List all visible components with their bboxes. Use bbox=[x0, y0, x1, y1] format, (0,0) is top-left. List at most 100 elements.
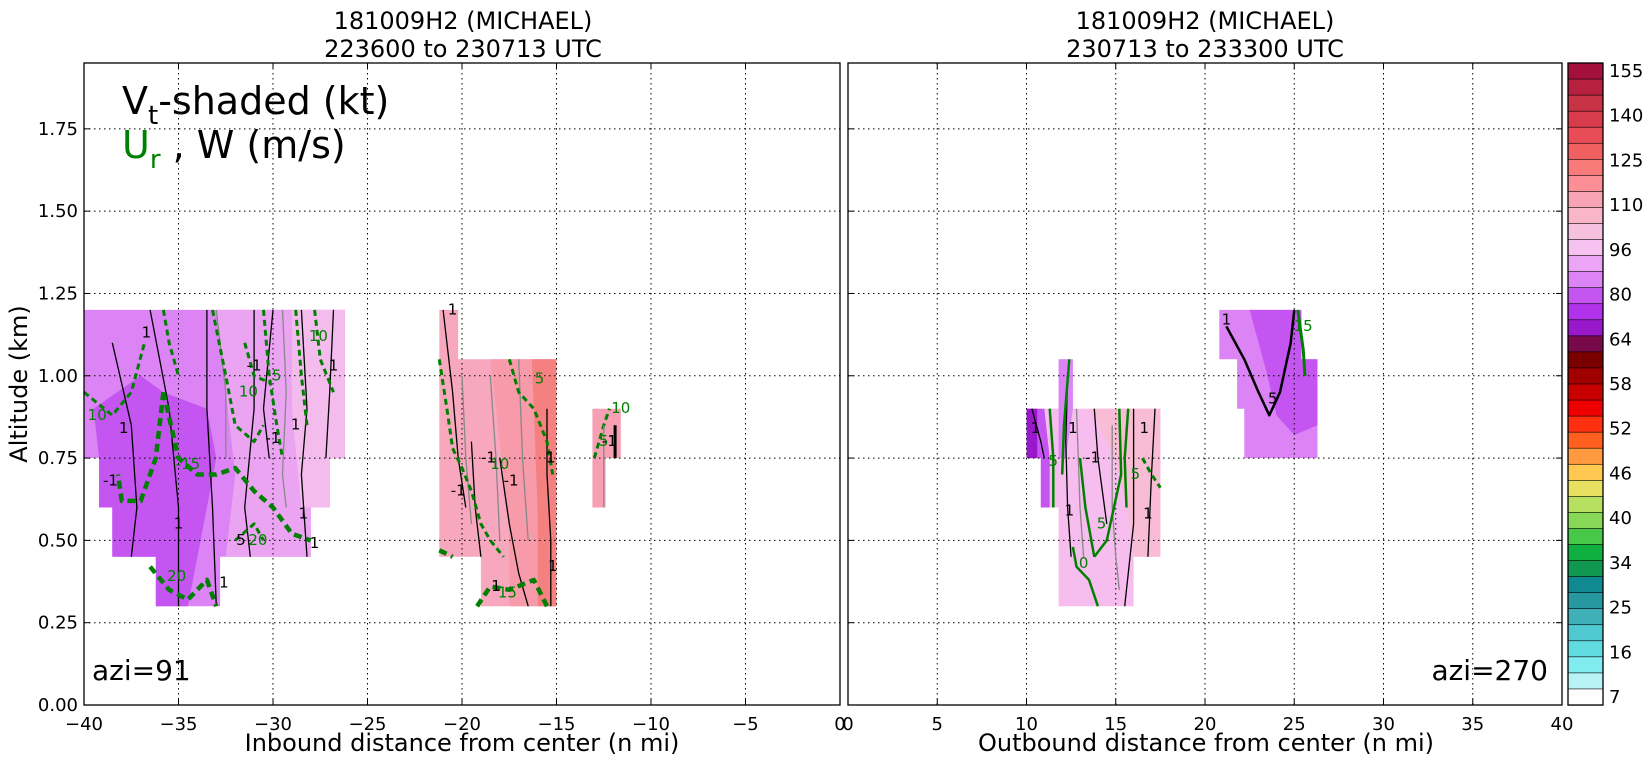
contour-line bbox=[149, 309, 180, 607]
contour-label: 5 bbox=[1268, 389, 1278, 407]
x-tick-label: −35 bbox=[160, 714, 198, 735]
legend-w-rest: , W (m/s) bbox=[161, 123, 346, 167]
x-tick-label: 0 bbox=[834, 714, 845, 735]
colorbar-swatch bbox=[1567, 560, 1604, 578]
contour-label: 1 bbox=[219, 574, 229, 592]
contour-label: 5 bbox=[599, 432, 609, 450]
colorbar-swatch bbox=[1567, 688, 1604, 706]
contour-line bbox=[294, 309, 309, 426]
colorbar-swatch bbox=[1567, 383, 1604, 401]
colorbar-swatch bbox=[1567, 592, 1604, 610]
contour-label: 15 bbox=[1294, 317, 1313, 335]
contour-label: -1 bbox=[602, 432, 617, 450]
colorbar-swatch bbox=[1567, 608, 1604, 626]
colorbar-swatch bbox=[1567, 447, 1604, 465]
contour-label: 10 bbox=[239, 383, 258, 401]
legend-vt: Vt-shaded (kt) bbox=[122, 79, 389, 131]
x-tick-label: −15 bbox=[538, 714, 576, 735]
contour-line bbox=[1225, 309, 1296, 417]
x-tick-label: −20 bbox=[443, 714, 481, 735]
contour-label: 5 bbox=[1097, 514, 1107, 532]
colorbar-swatch bbox=[1567, 399, 1604, 417]
x-tick-label: 25 bbox=[1283, 714, 1306, 735]
contour-label: 1 bbox=[1222, 310, 1232, 328]
y-tick-label: 0.50 bbox=[38, 530, 78, 551]
right-title-line2: 230713 to 233300 UTC bbox=[1066, 35, 1344, 63]
right-title-line1: 181009H2 (MICHAEL) bbox=[1076, 7, 1335, 35]
contour-line bbox=[115, 391, 166, 504]
colorbar-swatch bbox=[1567, 463, 1604, 481]
colorbar-swatch bbox=[1567, 576, 1604, 594]
colorbar-swatch bbox=[1567, 287, 1604, 305]
colorbar-swatch bbox=[1567, 431, 1604, 449]
colorbar-swatch bbox=[1567, 207, 1604, 225]
contour-label: 1 bbox=[491, 577, 501, 595]
colorbar-label: 140 bbox=[1609, 106, 1643, 127]
contour-label: 5 bbox=[1049, 452, 1059, 470]
y-tick-label: 1.75 bbox=[38, 119, 78, 140]
colorbar-swatch bbox=[1567, 223, 1604, 241]
legend-ur-w: Ur , W (m/s) bbox=[122, 123, 346, 175]
colorbar-swatch bbox=[1567, 624, 1604, 642]
contour-label: 10 bbox=[611, 399, 630, 417]
x-tick-label: 40 bbox=[1551, 714, 1574, 735]
colorbar-swatch bbox=[1567, 94, 1604, 112]
contour-label: 1 bbox=[448, 300, 458, 318]
colorbar-label: 34 bbox=[1609, 553, 1632, 574]
colorbar-swatch bbox=[1567, 656, 1604, 674]
colorbar-label: 25 bbox=[1609, 598, 1632, 619]
y-axis-label: Altitude (km) bbox=[5, 305, 33, 462]
colorbar-swatch bbox=[1567, 496, 1604, 514]
contour-line bbox=[83, 342, 146, 417]
right-x-ticks: 0 5 10 15 20 25 30 35 40 bbox=[842, 63, 1573, 735]
contour-line bbox=[244, 309, 255, 557]
colorbar-swatch bbox=[1567, 640, 1604, 658]
contour-line bbox=[507, 358, 555, 475]
contour-label: 1 bbox=[1068, 419, 1078, 437]
contour-line bbox=[211, 309, 265, 444]
colorbar-swatch bbox=[1567, 255, 1604, 273]
colorbar-label: 7 bbox=[1609, 687, 1620, 708]
contour-label: -1 bbox=[451, 482, 466, 500]
contour-line bbox=[1147, 408, 1156, 557]
left-title-line1: 181009H2 (MICHAEL) bbox=[334, 7, 593, 35]
y-tick-label: 0.25 bbox=[38, 613, 78, 634]
contour-line bbox=[1093, 408, 1108, 524]
colorbar-label: 52 bbox=[1609, 419, 1632, 440]
contour-line bbox=[1048, 408, 1055, 508]
colorbar-swatch bbox=[1567, 303, 1604, 321]
contour-label: 10 bbox=[490, 455, 509, 473]
contour-line bbox=[325, 309, 335, 459]
contour-label: 1 bbox=[119, 419, 129, 437]
contour-line bbox=[442, 309, 467, 508]
colorbar-label: 58 bbox=[1609, 374, 1632, 395]
contour-line bbox=[313, 309, 335, 393]
right-x-axis-label: Outbound distance from center (n mi) bbox=[978, 729, 1434, 757]
contour-label: 1 bbox=[1065, 501, 1075, 519]
contour-label: 1 bbox=[546, 449, 556, 467]
contour-line bbox=[234, 522, 265, 542]
contour-line bbox=[281, 309, 287, 508]
contour-line bbox=[1093, 408, 1123, 558]
contour-label: -1 bbox=[1085, 449, 1100, 467]
contour-line bbox=[215, 309, 227, 459]
y-tick-label: 1.50 bbox=[38, 201, 78, 222]
colorbar-swatch bbox=[1567, 672, 1604, 690]
colorbar-label: 46 bbox=[1609, 463, 1632, 484]
contour-line bbox=[206, 309, 217, 607]
contour-line bbox=[1060, 359, 1071, 475]
contour-line bbox=[1124, 408, 1135, 607]
contour-label: 20 bbox=[167, 567, 186, 585]
right-panel: 181009H2 (MICHAEL) 230713 to 233300 UTC … bbox=[842, 7, 1573, 757]
contour-line bbox=[1111, 425, 1120, 590]
y-tick-label: 0.00 bbox=[38, 695, 78, 716]
contour-line bbox=[461, 375, 473, 524]
contour-label: -1 bbox=[481, 449, 496, 467]
x-tick-label: 5 bbox=[932, 714, 943, 735]
right-contour-lines bbox=[1031, 309, 1307, 607]
colorbar-label: 40 bbox=[1609, 508, 1632, 529]
contour-label: 20 bbox=[248, 531, 267, 549]
contour-line bbox=[262, 309, 284, 459]
